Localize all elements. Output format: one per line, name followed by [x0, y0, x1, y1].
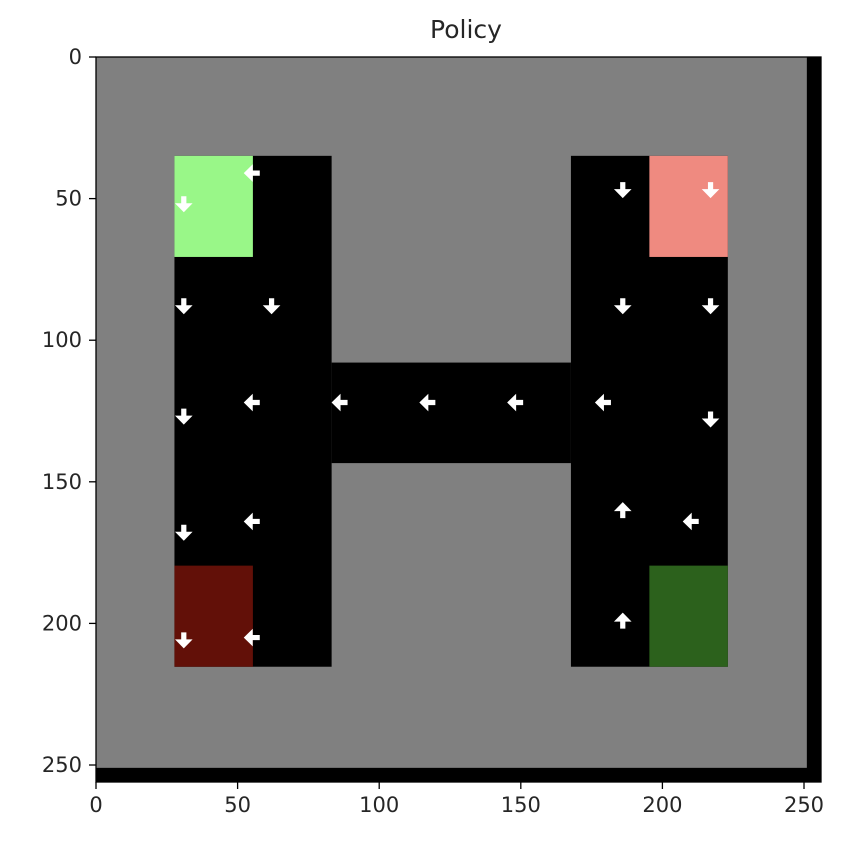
arrow-down-icon [613, 298, 632, 315]
arrow-left-icon [243, 164, 260, 182]
arrow-down-icon [174, 298, 193, 315]
region-cell-bottom-right [649, 565, 728, 667]
region-crossbar [331, 362, 571, 464]
region-cell-goal [649, 155, 728, 257]
region-border-right [806, 57, 821, 782]
x-tick-label: 200 [642, 793, 682, 817]
arrow-up-icon [613, 612, 632, 629]
arrow-left-icon [682, 512, 699, 531]
arrow-left-icon [507, 393, 524, 412]
chart-title: Policy [430, 15, 502, 44]
arrow-down-icon [613, 182, 632, 199]
arrow-left-icon [594, 393, 611, 412]
plot-area [96, 57, 821, 782]
plot-frame [95, 56, 822, 783]
axes: 0 50 100 150 200 250 0 50 100 150 200 250 [42, 45, 824, 817]
y-tick-label: 200 [42, 611, 82, 635]
x-tick-label: 250 [784, 793, 824, 817]
arrow-left-icon [243, 628, 260, 647]
arrow-down-icon [174, 524, 193, 541]
arrow-down-icon [174, 408, 193, 425]
y-tick-label: 100 [42, 328, 82, 352]
arrow-down-icon [701, 411, 720, 428]
arrow-down-icon [701, 182, 720, 199]
region-cell-bottom-left [174, 565, 253, 667]
x-tick-label: 100 [359, 793, 399, 817]
arrow-down-icon [174, 632, 193, 649]
arrow-left-icon [419, 393, 436, 412]
y-tick-label: 150 [42, 470, 82, 494]
arrow-left-icon [243, 393, 260, 412]
policy-arrows [174, 164, 720, 649]
arrow-down-icon [262, 298, 281, 315]
y-tick-label: 250 [42, 753, 82, 777]
y-tick-label: 50 [55, 187, 82, 211]
y-tick-label: 0 [69, 45, 82, 69]
arrow-down-icon [174, 196, 193, 213]
arrow-up-icon [613, 502, 632, 519]
arrow-down-icon [701, 298, 720, 315]
x-tick-label: 0 [89, 793, 102, 817]
region-border-bottom [96, 767, 821, 782]
arrow-left-icon [331, 393, 348, 412]
x-tick-label: 50 [224, 793, 251, 817]
arrow-left-icon [243, 512, 260, 531]
x-tick-label: 150 [501, 793, 541, 817]
